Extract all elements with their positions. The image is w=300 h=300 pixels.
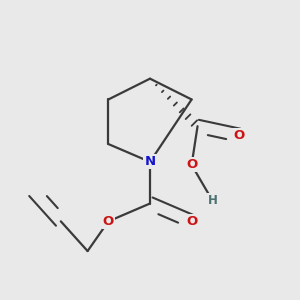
- Text: N: N: [144, 155, 156, 168]
- Text: O: O: [186, 158, 197, 171]
- Text: O: O: [103, 215, 114, 228]
- Text: O: O: [233, 129, 245, 142]
- Text: O: O: [186, 215, 197, 228]
- Text: H: H: [208, 194, 218, 207]
